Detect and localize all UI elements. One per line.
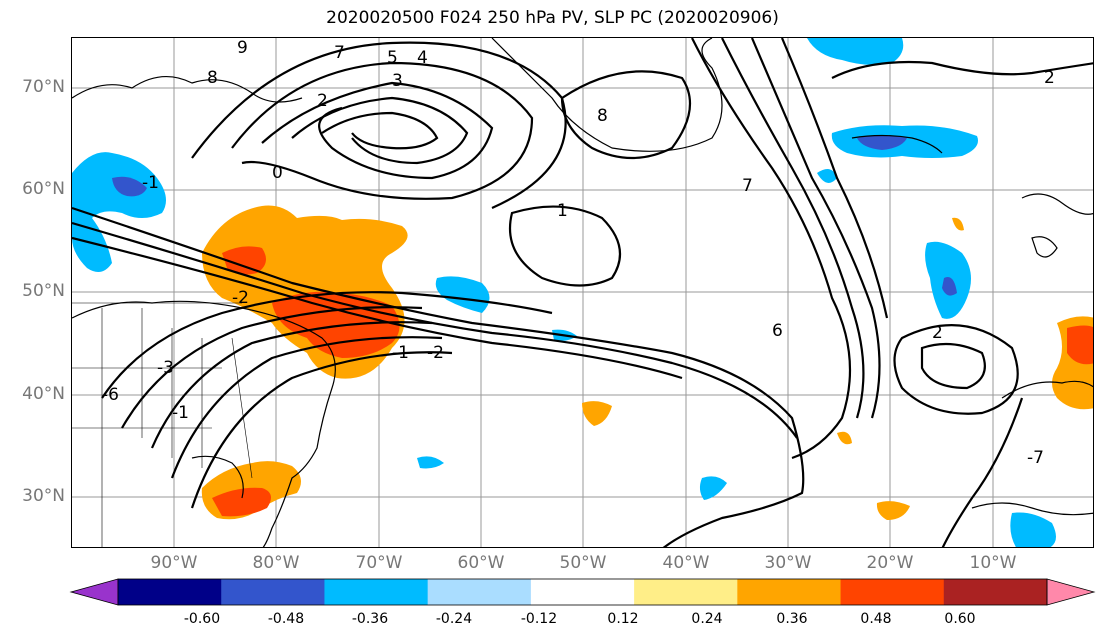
colorbar-extend-max [1046,578,1096,606]
contour-label: 8 [207,68,218,88]
map-canvas: 9 8 7 5 4 3 2 1 0 -1 8 7 6 2 2 -3 -6 -1 … [72,38,1093,547]
colorbar-segments [69,578,1096,606]
colorbar-tick: 0.60 [944,611,976,627]
borders [72,302,253,547]
lon-label-60w: 60°W [457,553,505,573]
contour-label: -7 [1027,448,1044,468]
contour-label: 7 [742,176,753,196]
contour-label: 2 [932,323,943,343]
colorbar-tick: -0.48 [267,611,305,627]
colorbar-swatch [943,579,1048,605]
coastlines [72,38,1093,547]
lon-label-90w: 90°W [150,553,198,573]
pv-shading [72,38,1093,547]
lon-label-40w: 40°W [662,553,710,573]
colorbar-tick: 0.24 [691,611,723,627]
lat-label-60n: 60°N [22,179,65,199]
contour-label: 3 [392,71,403,91]
contour-label: 7 [334,43,345,63]
colorbar-swatch [221,579,325,605]
colorbar-swatch [737,579,842,605]
lon-label-20w: 20°W [866,553,914,573]
lon-label-70w: 70°W [355,553,403,573]
colorbar-swatch [634,579,738,605]
lon-label-10w: 10°W [969,553,1017,573]
colorbar-tick: -0.24 [435,611,473,627]
contour-label: 6 [772,321,783,341]
contour-label: -1 [142,173,159,193]
lon-label-50w: 50°W [559,553,607,573]
lat-label-50n: 50°N [22,281,65,301]
contour-label: -2 [427,343,444,363]
lat-label-70n: 70°N [22,77,65,97]
colorbar-tick: -0.12 [520,611,558,627]
contour-label: 4 [417,48,428,68]
colorbar-tick: 0.36 [776,611,808,627]
colorbar-tick: -0.60 [183,611,221,627]
lon-label-80w: 80°W [252,553,300,573]
colorbar-swatch [840,579,945,605]
contour-label: 0 [272,163,283,183]
colorbar-outline [117,578,1048,606]
lon-label-30w: 30°W [764,553,812,573]
contour-label: -3 [157,358,174,378]
contour-label: 5 [387,48,398,68]
colorbar-swatch [324,579,429,605]
colorbar-swatch [530,579,635,605]
colorbar-swatch [118,579,222,605]
colorbar-tick: -0.36 [351,611,389,627]
contour-label: -1 [172,403,189,423]
contour-label: 2 [1044,68,1055,88]
colorbar-swatch [427,579,532,605]
contour-label: -6 [102,385,119,405]
contour-label: 1 [557,201,568,221]
map-panel: 9 8 7 5 4 3 2 1 0 -1 8 7 6 2 2 -3 -6 -1 … [71,37,1094,548]
contour-label: 9 [237,38,248,58]
contour-label: 8 [597,106,608,126]
contour-label: -2 [232,288,249,308]
contour-label: -1 [392,343,409,363]
lat-label-30n: 30°N [22,486,65,506]
lat-label-40n: 40°N [22,384,65,404]
colorbar [69,578,1096,606]
colorbar-extend-min [69,578,119,606]
colorbar-tick: 0.48 [860,611,892,627]
colorbar-tick: 0.12 [607,611,639,627]
contour-label-layer: 9 8 7 5 4 3 2 1 0 -1 8 7 6 2 2 -3 -6 -1 … [102,38,1055,468]
contour-label: 2 [317,91,328,111]
map-title: 2020020500 F024 250 hPa PV, SLP PC (2020… [326,8,779,28]
slp-contours [72,38,1093,547]
